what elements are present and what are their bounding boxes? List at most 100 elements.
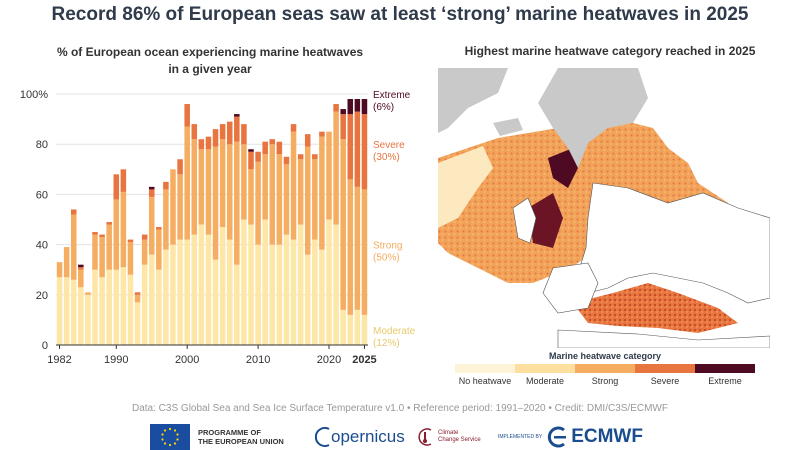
bar-segment-extreme	[354, 99, 361, 112]
chart-title-line2: in a given year	[168, 62, 252, 76]
bar-segment-strong	[319, 136, 325, 250]
bar-segment-moderate	[219, 227, 226, 345]
bar-segment-severe	[99, 234, 105, 238]
bar-segment-moderate	[269, 244, 276, 345]
bar-segment-moderate	[241, 219, 247, 345]
bar-segment-moderate	[127, 274, 134, 345]
bar-segment-moderate	[226, 239, 233, 345]
bar-segment-strong	[347, 179, 354, 315]
bar-segment-strong	[134, 294, 141, 303]
bar-segment-strong	[205, 149, 212, 235]
bar-segment-severe	[290, 124, 297, 132]
bar-segment-severe	[177, 159, 183, 175]
bar-segment-severe	[106, 222, 112, 225]
source-credit: Data: C3S Global Sea and Sea Ice Surface…	[132, 403, 668, 414]
bar-segment-severe	[255, 151, 261, 162]
bar-segment-moderate	[354, 309, 361, 345]
bar-segment-strong	[326, 131, 332, 220]
bar-segment-moderate	[99, 277, 105, 345]
bar-segment-severe	[205, 136, 212, 150]
map-land-iceland	[493, 118, 523, 136]
bar-segment-moderate	[333, 224, 339, 345]
bar-segment-moderate	[283, 234, 290, 345]
bar-segment-severe	[141, 234, 148, 240]
logo-strip: PROGRAMME OF THE EUROPEAN UNION opernicu…	[150, 424, 790, 450]
bar-segment-strong	[184, 126, 190, 240]
bar-segment-strong	[92, 234, 98, 270]
bar-segment-strong	[312, 159, 318, 240]
legend-item-strong: Strong	[575, 364, 635, 386]
bar-segment-moderate	[347, 314, 354, 345]
bar-segment-extreme	[78, 264, 84, 268]
c3s-text-line2: Change Service	[438, 437, 481, 443]
legend-item-no-heatwave: No heatwave	[455, 364, 515, 386]
bar-segment-severe	[276, 141, 283, 155]
bar-segment-severe	[198, 139, 205, 150]
bar-segment-severe	[361, 114, 368, 190]
annotation-label: Moderate	[373, 326, 416, 337]
bar-segment-moderate	[177, 239, 183, 345]
map-title: Highest marine heatwave category reached…	[464, 44, 756, 58]
bar-segment-strong	[241, 144, 247, 220]
map-sea-baltic	[548, 148, 578, 188]
map-land-scandinavia	[538, 68, 648, 168]
bar-segment-severe	[319, 131, 325, 137]
x-tick-label: 2025	[352, 354, 376, 366]
bar-segment-moderate	[92, 269, 98, 345]
legend-label: Extreme	[708, 376, 742, 386]
bar-segment-extreme	[340, 109, 346, 115]
y-tick-label: 60	[36, 189, 48, 201]
c3s-logo: Climate Change Service	[415, 424, 481, 450]
bar-segment-severe	[120, 169, 127, 192]
bar-segment-severe	[333, 104, 339, 112]
bar-segment-severe	[127, 239, 134, 243]
map-sea-north-sea-extreme	[528, 193, 563, 248]
bar-segment-moderate	[163, 249, 169, 345]
bar-segment-severe	[347, 114, 354, 180]
bar-segment-moderate	[85, 294, 91, 345]
x-tick-label: 1982	[47, 354, 71, 366]
bar-segment-moderate	[148, 254, 155, 345]
bar-segment-moderate	[312, 239, 318, 345]
ecmwf-text: ECMWF	[571, 426, 643, 447]
bar-segment-severe	[340, 114, 346, 140]
bar-segment-strong	[198, 149, 205, 225]
map-land-greenland	[438, 68, 508, 133]
bar-segment-moderate	[156, 269, 162, 345]
map-legend: No heatwave Moderate Strong Severe Extre…	[455, 364, 755, 386]
bar-segment-moderate	[290, 239, 297, 345]
bar-segment-moderate	[276, 244, 283, 345]
c3s-icon	[418, 428, 432, 446]
y-tick-label: 20	[36, 290, 48, 302]
legend-swatch	[695, 364, 755, 373]
legend-label: Severe	[650, 376, 680, 386]
bar-segment-moderate	[70, 279, 77, 345]
bar-segment-severe	[184, 104, 190, 127]
bar-segment-strong	[70, 214, 77, 280]
bar-segment-moderate	[262, 219, 268, 345]
bar-segment-strong	[163, 189, 169, 250]
bar-segment-moderate	[134, 302, 141, 345]
bar-segment-severe	[297, 154, 304, 160]
bar-segment-strong	[333, 111, 339, 225]
ecmwf-icon	[548, 426, 567, 448]
bar-segment-severe	[212, 129, 219, 147]
x-tick-label: 2020	[317, 354, 341, 366]
page-title: Record 86% of European seas saw at least…	[51, 4, 749, 25]
bar-segment-severe	[156, 227, 162, 230]
y-tick-label: 40	[36, 240, 48, 252]
bar-segment-strong	[297, 159, 304, 225]
bar-segment-strong	[283, 164, 290, 235]
copernicus-c-icon	[315, 427, 330, 447]
c3s-text-line1: Climate	[438, 430, 459, 436]
annotation-label: Strong	[373, 241, 402, 252]
bar-segment-strong	[156, 229, 162, 270]
bar-segment-strong	[255, 161, 261, 245]
legend-swatch	[515, 364, 575, 373]
bar-segment-strong	[340, 139, 346, 310]
bar-segment-strong	[85, 292, 91, 295]
copernicus-logo: opernicus	[315, 424, 405, 450]
bar-segment-strong	[290, 131, 297, 240]
heatwave-map	[438, 68, 770, 348]
legend-label: Strong	[591, 376, 619, 386]
